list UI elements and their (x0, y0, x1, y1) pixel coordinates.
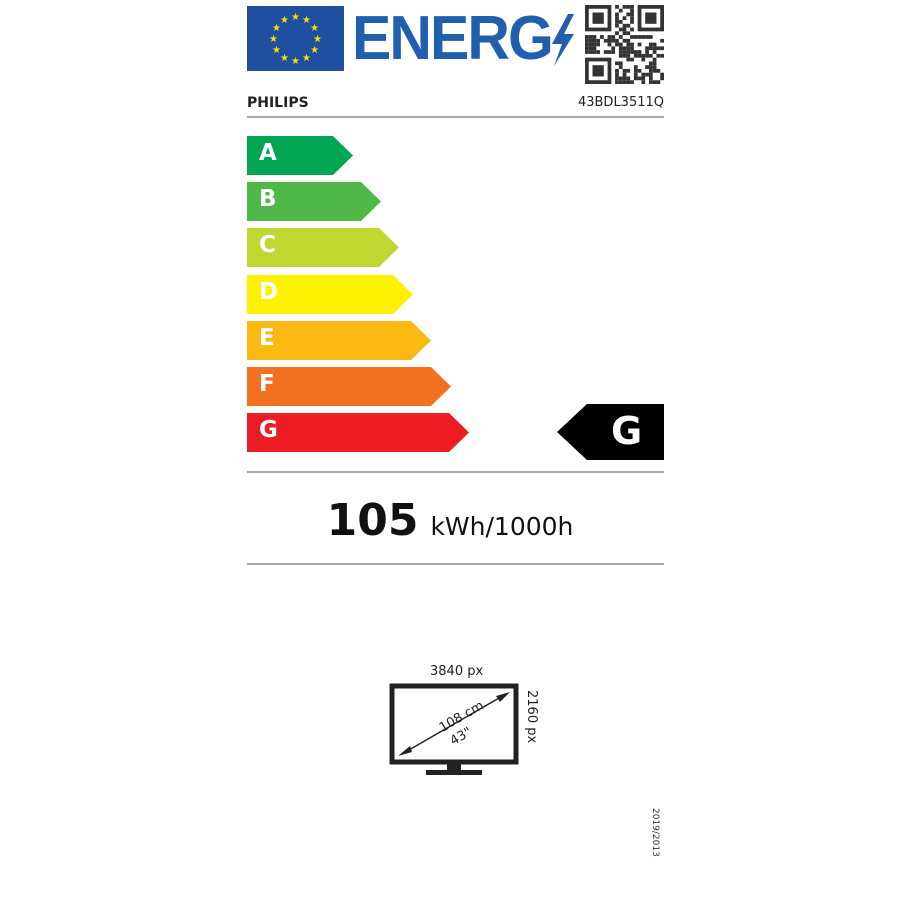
energy-class-bar-g: G (247, 413, 469, 453)
star-icon: ★ (272, 23, 281, 34)
star-icon: ★ (280, 15, 289, 26)
divider (247, 563, 664, 565)
energy-class-label: C (259, 232, 276, 259)
star-icon: ★ (302, 53, 311, 64)
star-icon: ★ (280, 53, 289, 64)
energy-consumption: 105 kWh/1000h (0, 495, 900, 546)
energy-class-label: A (259, 140, 277, 166)
star-icon: ★ (310, 23, 319, 34)
consumption-unit: kWh/1000h (430, 512, 574, 541)
star-icon: ★ (291, 56, 300, 67)
regulation-number: 2019/2013 (650, 808, 660, 857)
energy-class-bar-d: D (247, 274, 413, 314)
energy-class-label: G (259, 417, 278, 444)
screen-width-px: 3840 px (430, 664, 484, 679)
divider (247, 116, 664, 118)
energy-class-label: E (259, 324, 275, 351)
energy-class-label: D (259, 278, 279, 305)
divider (247, 471, 664, 473)
energy-class-bar-a: A (247, 136, 353, 175)
energy-label-title: ENERG (352, 4, 554, 73)
lightning-bolt-icon (552, 14, 574, 66)
energy-class-label: B (259, 186, 277, 213)
star-icon: ★ (291, 12, 300, 23)
consumption-value: 105 (326, 495, 419, 546)
eu-flag-logo: ★ ★ ★ ★ ★ ★ ★ ★ ★ ★ ★ ★ (247, 6, 344, 71)
star-icon: ★ (269, 34, 278, 45)
model-number: 43BDL3511Q (577, 95, 664, 110)
rating-indicator: G (557, 404, 664, 460)
star-icon: ★ (310, 45, 319, 56)
energy-class-bar-c: C (247, 228, 399, 268)
screen-height-px: 2160 px (524, 690, 539, 744)
brand-name: PHILIPS (247, 95, 309, 111)
energy-class-bar-f: F (247, 367, 451, 406)
star-icon: ★ (313, 34, 322, 45)
tv-icon: 108 cm 43" (389, 683, 519, 775)
energy-class-bar-b: B (247, 182, 381, 222)
energy-class-label: F (259, 371, 275, 397)
energy-class-bar-e: E (247, 320, 431, 360)
rating-letter: G (611, 409, 643, 453)
qr-code[interactable] (585, 5, 664, 84)
star-icon: ★ (302, 15, 311, 26)
star-icon: ★ (272, 45, 281, 56)
